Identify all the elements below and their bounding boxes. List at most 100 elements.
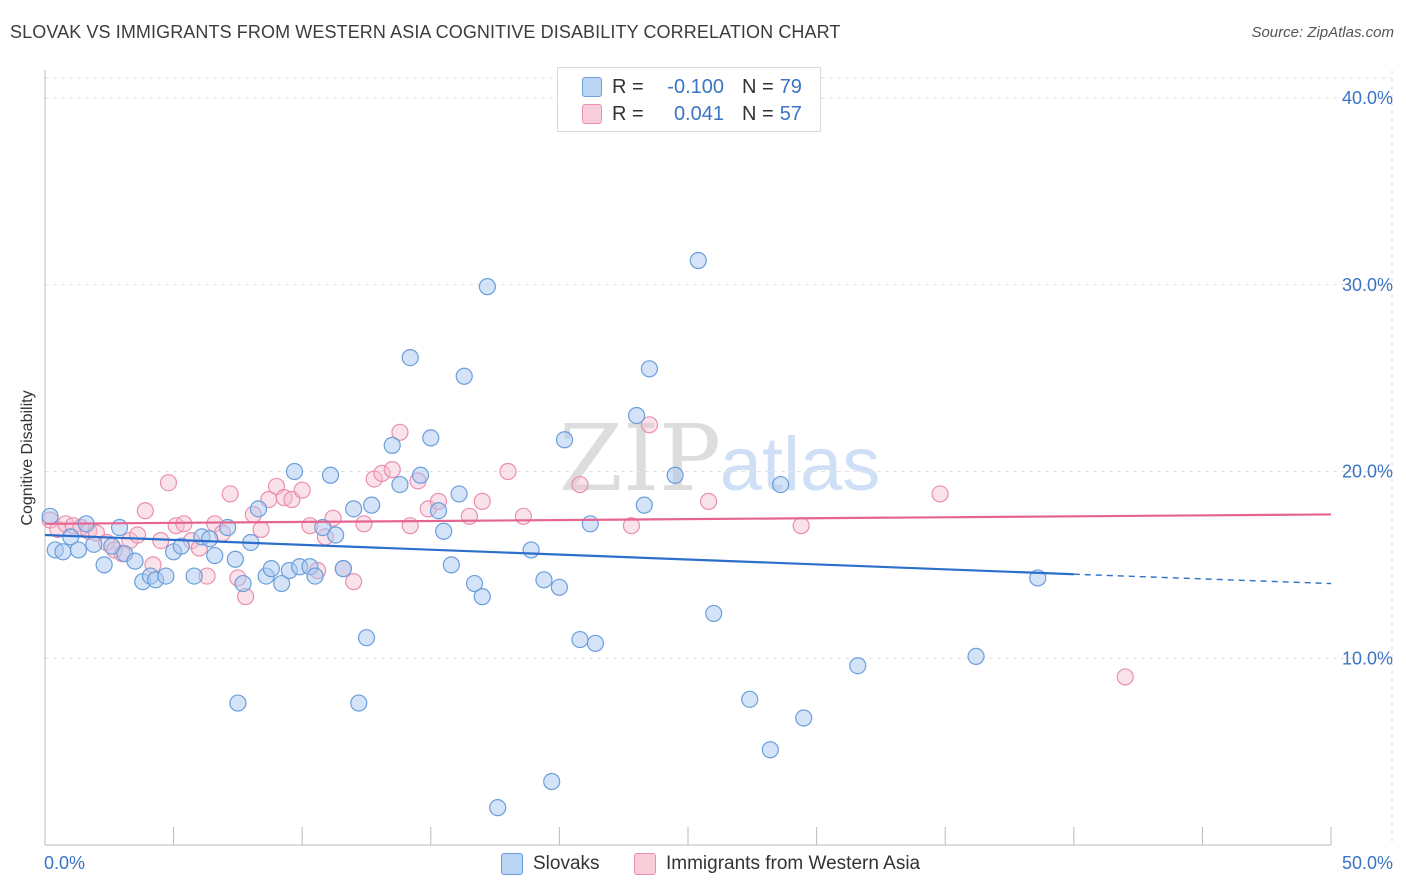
trendlines [44,513,1332,585]
slovaks-point [586,634,605,652]
immigrants-point [128,526,147,544]
immigrants-trendline [44,513,1332,525]
x-tick-label: 0.0% [44,853,85,873]
immigrants-point [1116,668,1134,686]
slovaks-point [229,694,247,712]
slovaks-point [761,741,779,759]
blue-swatch [501,853,523,875]
n-label: N = [742,75,774,98]
slovaks-point [571,630,589,649]
pink-swatch [582,104,602,124]
slovaks-point [314,518,332,537]
r-label: R = [612,75,644,98]
watermark-atlas: atlas [720,422,881,507]
slovaks-point [157,567,175,585]
legend-row-slovaks: R = -0.100 N = 79 [582,75,802,99]
legend-label-immigrants: Immigrants from Western Asia [666,853,921,874]
immigrants-point [792,517,810,535]
immigrants-point [571,475,589,494]
slovaks-point [54,543,72,561]
axes [44,70,1332,846]
legend-label-slovaks: Slovaks [533,853,600,874]
slovaks-point [543,772,561,791]
y-tick-label: 10.0% [1342,648,1393,668]
immigrants-point [373,464,391,482]
watermark: ZIP atlas [559,405,880,512]
legend-row-immigrants: R = 0.041 N = 57 [582,102,802,126]
immigrants-point [391,423,409,441]
slovaks-point [69,541,88,559]
slovaks-point [321,466,340,484]
slovaks-point [535,571,553,589]
slovaks-point [262,560,280,578]
immigrants-point [293,481,311,499]
slovaks-point [473,588,491,606]
slovaks-point [422,429,440,447]
slovaks-points [41,251,1047,817]
immigrants-point [221,485,239,503]
immigrants-point [460,507,478,525]
slovaks-point [234,574,252,593]
slovaks-point [345,500,363,518]
slovaks-point [795,709,813,727]
immigrants-point [383,461,401,479]
r-value: -0.100 [667,75,724,98]
slovaks-point [741,690,759,708]
slovaks-point [110,518,129,537]
y-tick-label: 30.0% [1342,275,1393,295]
slovaks-point [640,360,659,378]
slovaks-point [391,475,409,494]
slovaks-point [201,530,219,548]
blue-swatch [582,77,602,97]
slovaks-point [429,502,448,520]
immigrants-point [931,485,949,503]
slovaks-point [327,526,345,544]
y-tick-label: 40.0% [1342,88,1393,108]
n-value: 57 [779,102,802,125]
immigrants-point [473,492,491,510]
slovaks-point [249,500,268,518]
slovaks-point [550,578,569,596]
x-tick-label: 50.0% [1342,853,1393,873]
pink-swatch [634,853,656,875]
slovaks-point [666,466,684,484]
slovaks-point [85,535,103,553]
r-label: R = [612,102,644,125]
slovaks-point [849,657,867,675]
slovaks-point [627,406,646,425]
slovaks-point [306,567,324,585]
slovaks-point [689,251,707,270]
slovaks-trendline-extension [1073,573,1332,585]
immigrants-point [355,515,373,533]
immigrants-point [252,520,270,538]
slovaks-point [478,278,496,296]
immigrants-point [514,507,532,525]
source-label: Source: ZipAtlas.com [1251,24,1394,41]
immigrants-point [499,462,517,481]
n-label: N = [742,102,774,125]
slovaks-point [465,574,484,593]
immigrants-point [699,492,718,510]
slovaks-point [334,560,352,578]
immigrants-point [640,416,659,434]
slovaks-point [350,694,368,712]
immigrants-point [345,573,363,591]
slovaks-point [967,647,985,665]
slovaks-point [401,348,419,367]
slovaks-point [172,537,190,555]
slovaks-point [522,541,540,559]
slovaks-point [363,496,381,514]
slovaks-point [489,799,507,817]
slovaks-point [455,367,473,385]
immigrants-point [159,474,178,492]
legend-item-slovaks: Slovaks [501,851,600,877]
slovaks-point [126,552,144,570]
slovaks-point [383,436,401,454]
slovaks-point [705,604,723,623]
y-tick-label: 20.0% [1342,462,1393,482]
r-value: 0.041 [673,102,724,125]
chart-title: SLOVAK VS IMMIGRANTS FROM WESTERN ASIA C… [10,22,841,42]
correlation-legend: R = -0.100 N = 79 R = 0.041 N = 57 [557,67,821,132]
immigrants-point [136,502,154,520]
